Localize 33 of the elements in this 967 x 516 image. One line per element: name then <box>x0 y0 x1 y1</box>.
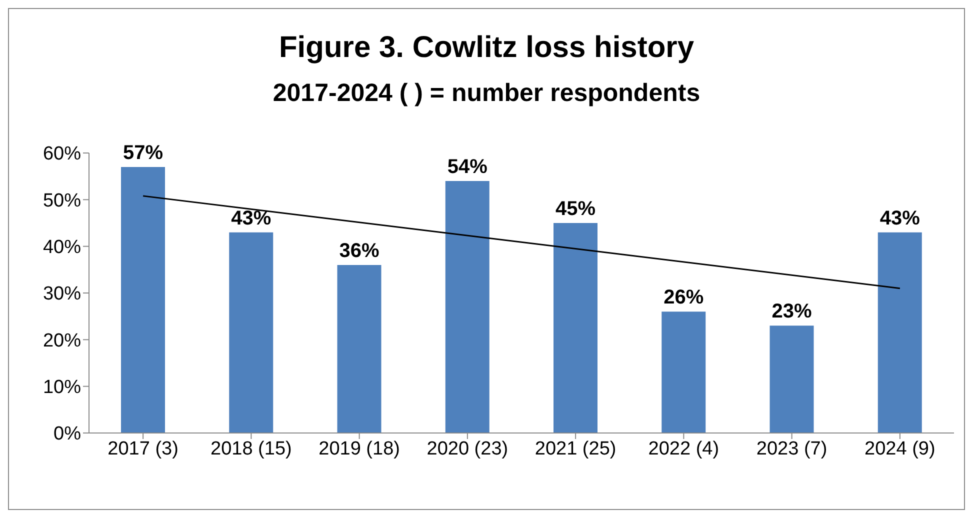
data-label: 43% <box>231 207 272 230</box>
bar <box>229 232 274 433</box>
data-label: 54% <box>447 156 488 178</box>
bar <box>770 326 814 433</box>
x-tick-label: 2019 (18) <box>318 438 400 460</box>
y-tick-label: 50% <box>42 190 82 212</box>
chart-title: Figure 3. Cowlitz loss history <box>278 31 696 65</box>
data-label: 36% <box>339 240 380 262</box>
bar <box>121 167 165 433</box>
y-tick-label: 30% <box>42 284 82 305</box>
x-tick-label: 2017 (3) <box>108 438 178 460</box>
y-tick-label: 20% <box>42 330 82 352</box>
data-label: 45% <box>555 198 596 220</box>
x-tick-label: 2022 (4) <box>648 438 720 460</box>
x-tick-label: 2018 (15) <box>210 438 292 460</box>
bar <box>337 265 382 433</box>
data-label: 43% <box>880 207 920 230</box>
x-tick-label: 2021 (25) <box>534 438 616 460</box>
y-tick-label: 40% <box>42 237 82 258</box>
data-label: 26% <box>664 286 704 309</box>
bar <box>445 181 490 433</box>
data-label: 23% <box>772 300 812 323</box>
data-label: 57% <box>122 142 164 164</box>
bar <box>554 223 598 433</box>
bar <box>662 312 706 433</box>
x-tick-label: 2023 (7) <box>756 438 828 460</box>
y-tick-label: 60% <box>42 144 82 165</box>
chart-subtitle: 2017-2024 ( ) = number respondents <box>272 79 702 108</box>
x-tick-label: 2024 (9) <box>864 438 936 460</box>
y-tick-label: 10% <box>42 377 82 398</box>
bar <box>878 232 922 433</box>
x-tick-label: 2020 (23) <box>426 438 508 460</box>
y-tick-label: 0% <box>54 424 82 445</box>
